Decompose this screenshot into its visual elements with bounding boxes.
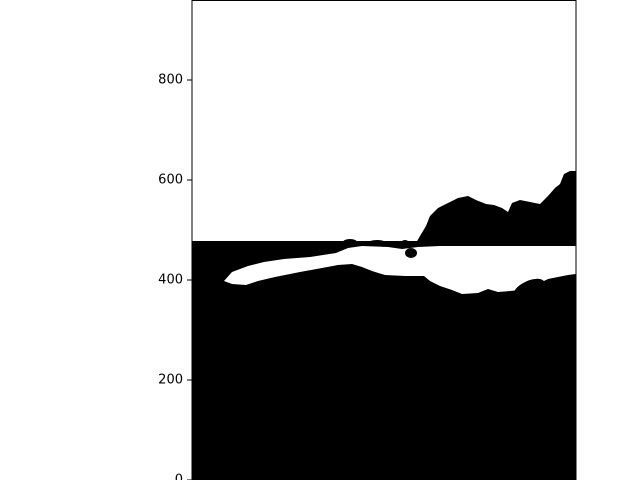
mask-blob: [513, 278, 545, 300]
mask-blob: [405, 248, 417, 258]
y-tick-label: 400: [158, 273, 183, 288]
image-area: [192, 0, 576, 480]
y-tick-label: 800: [158, 73, 183, 88]
mask-blob: [368, 240, 386, 246]
mask-black-foliage: [416, 171, 576, 243]
mask-blob: [401, 240, 409, 246]
y-axis: 0 200 400 600 800: [158, 0, 193, 480]
y-tick-label: 0: [175, 473, 183, 480]
y-tick-label: 200: [158, 373, 183, 388]
mask-black-ground: [192, 241, 576, 480]
mask-blob: [343, 239, 357, 245]
y-tick-label: 600: [158, 173, 183, 188]
mask-white-streak: [224, 246, 576, 294]
y-ticks: 0 200 400 600 800: [158, 73, 192, 480]
